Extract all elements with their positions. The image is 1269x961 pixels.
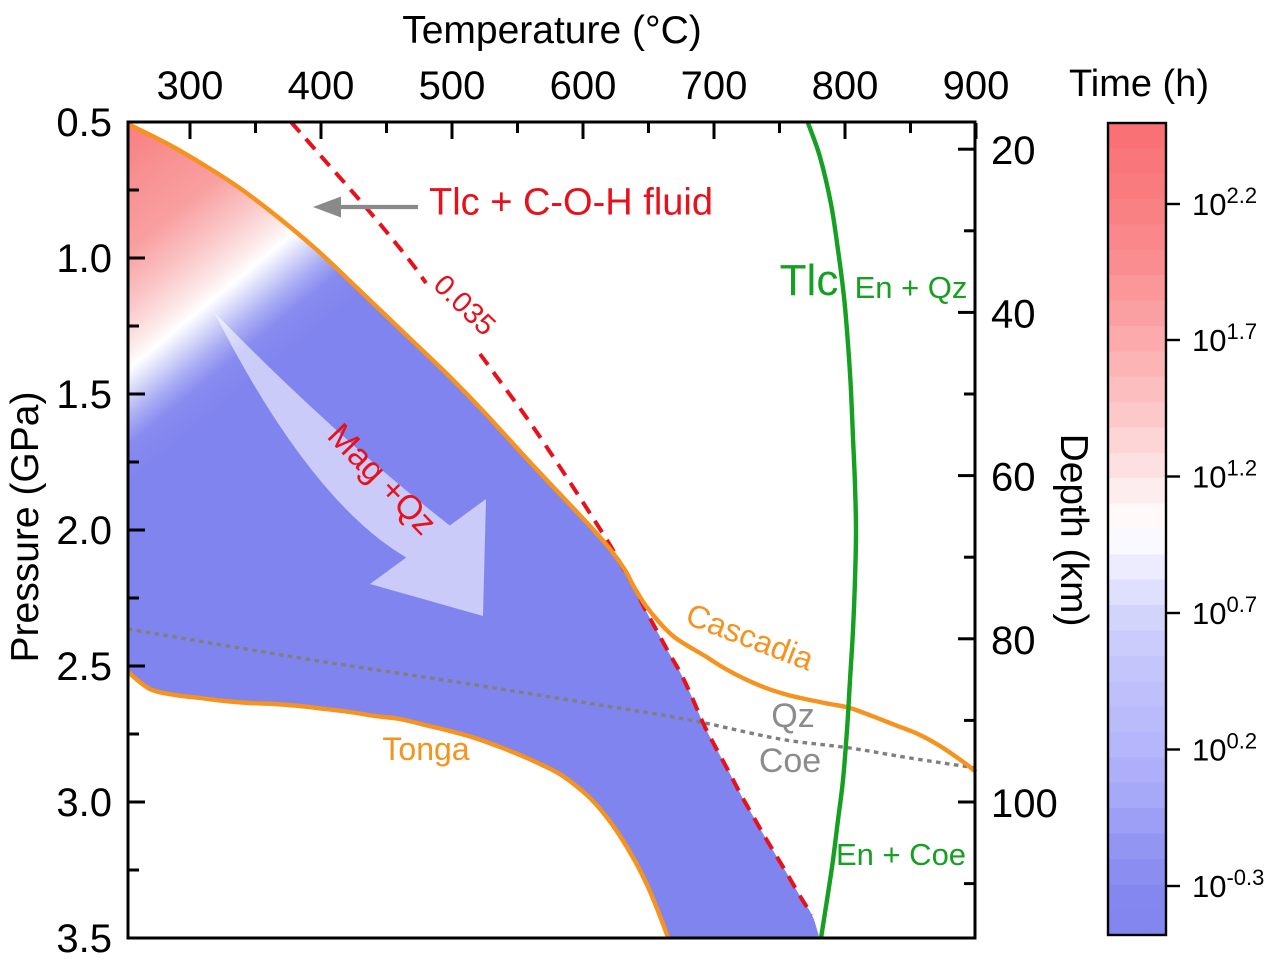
svg-text:100.2: 100.2 xyxy=(1192,729,1257,768)
svg-text:600: 600 xyxy=(550,64,617,108)
svg-text:Cascadia: Cascadia xyxy=(681,596,819,677)
svg-text:102.2: 102.2 xyxy=(1192,183,1257,222)
svg-text:800: 800 xyxy=(812,64,879,108)
svg-text:0.035: 0.035 xyxy=(427,269,501,342)
svg-text:En + Qz: En + Qz xyxy=(855,270,968,305)
svg-text:Depth (km): Depth (km) xyxy=(1052,434,1095,627)
svg-text:Tlc: Tlc xyxy=(780,256,839,305)
svg-text:Temperature (°C): Temperature (°C) xyxy=(402,9,702,52)
svg-text:En + Coe: En + Coe xyxy=(836,837,966,872)
svg-text:0.5: 0.5 xyxy=(56,101,112,145)
svg-text:3.0: 3.0 xyxy=(56,781,112,825)
svg-text:700: 700 xyxy=(681,64,748,108)
svg-text:2.5: 2.5 xyxy=(56,645,112,689)
svg-text:20: 20 xyxy=(991,129,1036,173)
svg-text:40: 40 xyxy=(991,292,1036,336)
svg-text:Pressure (GPa): Pressure (GPa) xyxy=(4,392,47,663)
svg-text:100.7: 100.7 xyxy=(1192,592,1257,631)
svg-text:1.5: 1.5 xyxy=(56,373,112,417)
svg-text:400: 400 xyxy=(288,64,355,108)
svg-text:3.5: 3.5 xyxy=(56,917,112,961)
svg-text:80: 80 xyxy=(991,619,1036,663)
svg-text:100: 100 xyxy=(991,782,1058,826)
svg-text:1.0: 1.0 xyxy=(56,237,112,281)
svg-text:2.0: 2.0 xyxy=(56,509,112,553)
svg-text:300: 300 xyxy=(157,64,224,108)
svg-text:500: 500 xyxy=(419,64,486,108)
svg-text:101.2: 101.2 xyxy=(1192,456,1257,495)
svg-text:Qz: Qz xyxy=(771,697,814,735)
svg-text:Tonga: Tonga xyxy=(382,731,469,767)
svg-text:Tlc + C-O-H fluid: Tlc + C-O-H fluid xyxy=(429,182,713,224)
svg-text:900: 900 xyxy=(943,64,1010,108)
svg-text:60: 60 xyxy=(991,456,1036,500)
svg-text:10-0.3: 10-0.3 xyxy=(1192,865,1264,904)
svg-text:Coe: Coe xyxy=(759,742,821,780)
svg-text:Time (h): Time (h) xyxy=(1069,63,1209,105)
svg-text:101.7: 101.7 xyxy=(1192,319,1257,358)
